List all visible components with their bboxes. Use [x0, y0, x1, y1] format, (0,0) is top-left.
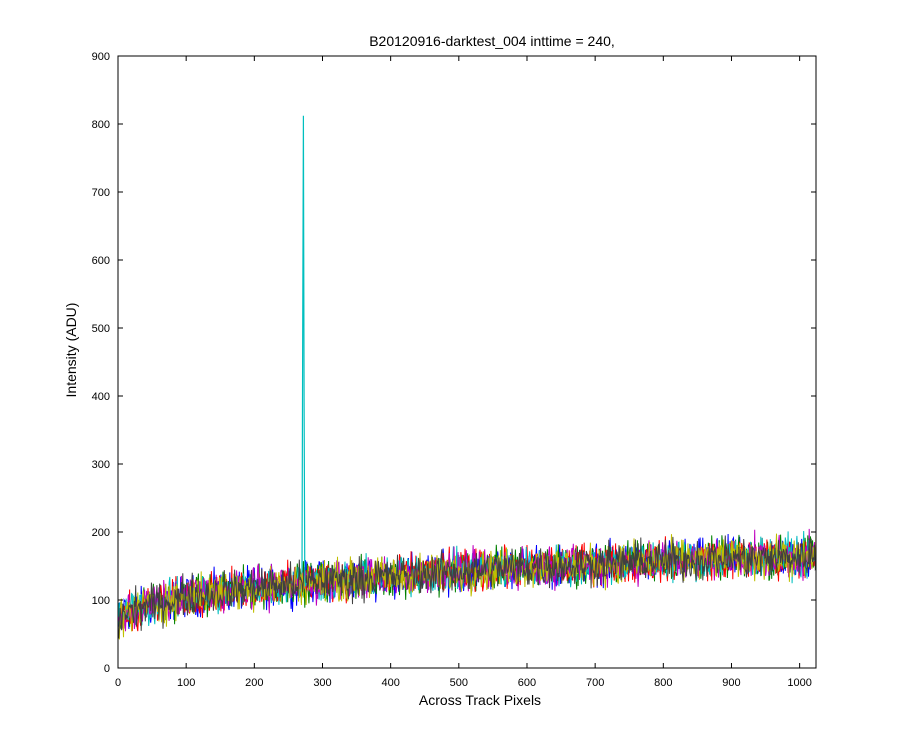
y-tick-label: 500 [92, 323, 110, 335]
data-series-line [118, 535, 816, 639]
y-tick-label: 400 [92, 391, 110, 403]
y-tick-label: 900 [92, 51, 110, 63]
x-tick-label: 200 [245, 677, 263, 689]
y-tick-label: 700 [92, 187, 110, 199]
x-tick-label: 100 [177, 677, 195, 689]
y-axis-label: Intensity (ADU) [63, 303, 79, 398]
x-tick-label: 800 [654, 677, 672, 689]
y-tick-label: 100 [92, 595, 110, 607]
x-tick-label: 700 [586, 677, 604, 689]
chart-title: B20120916-darktest_004 inttime = 240, [369, 33, 615, 49]
y-tick-label: 0 [104, 663, 110, 675]
y-tick-label: 800 [92, 119, 110, 131]
x-axis-label: Across Track Pixels [419, 692, 541, 708]
x-tick-label: 500 [450, 677, 468, 689]
x-tick-label: 900 [722, 677, 740, 689]
series-layer [118, 115, 816, 640]
axis-ticks: 0 100 200 300 400 500 600 700 800 900 1000 0 100 200 3… [92, 51, 816, 689]
x-tick-label: 400 [381, 677, 399, 689]
y-tick-label: 200 [92, 527, 110, 539]
x-tick-label: 300 [313, 677, 331, 689]
x-tick-label: 600 [518, 677, 536, 689]
spike-series-line [301, 115, 307, 587]
y-tick-label: 300 [92, 459, 110, 471]
x-tick-label: 0 [115, 677, 121, 689]
y-tick-label: 600 [92, 255, 110, 267]
plot-frame [117, 55, 817, 669]
x-tick-label: 1000 [787, 677, 811, 689]
